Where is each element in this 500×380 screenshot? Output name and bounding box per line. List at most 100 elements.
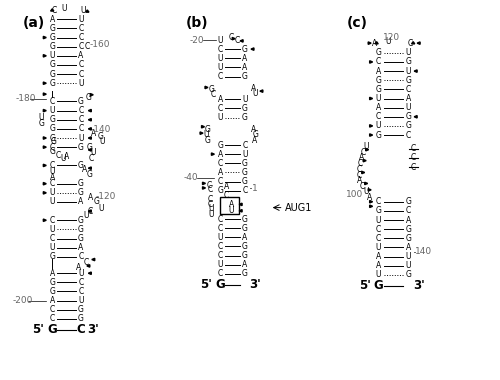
Text: U: U: [218, 63, 223, 72]
Text: G: G: [406, 270, 411, 279]
Polygon shape: [363, 159, 366, 162]
Text: U: U: [50, 106, 55, 115]
Text: A: A: [78, 243, 84, 252]
Text: A: A: [376, 66, 381, 76]
Text: U: U: [208, 204, 214, 212]
Text: G: G: [50, 79, 55, 88]
Text: G: G: [50, 133, 55, 142]
Text: U: U: [78, 269, 84, 278]
Text: A: A: [90, 129, 96, 138]
Text: -40: -40: [183, 173, 198, 182]
Text: C: C: [84, 42, 89, 51]
Text: C: C: [218, 242, 223, 251]
Text: G: G: [242, 177, 248, 186]
Text: C: C: [208, 195, 213, 204]
Text: G: G: [50, 60, 55, 70]
Text: C: C: [406, 131, 411, 139]
Text: A: A: [406, 243, 411, 252]
Text: U: U: [50, 188, 55, 197]
Polygon shape: [205, 86, 208, 89]
Text: U: U: [78, 296, 84, 305]
Text: C: C: [56, 151, 61, 160]
Polygon shape: [368, 42, 371, 44]
Text: G: G: [218, 186, 224, 195]
Text: A: A: [50, 15, 55, 24]
Text: U: U: [99, 136, 104, 146]
Text: C: C: [224, 191, 229, 200]
Text: G: G: [242, 251, 248, 260]
Text: A: A: [242, 63, 248, 72]
Polygon shape: [412, 42, 415, 44]
Text: -160: -160: [90, 40, 110, 49]
Text: U: U: [218, 233, 223, 242]
Text: G: G: [50, 42, 55, 51]
Polygon shape: [370, 205, 372, 207]
Text: A: A: [224, 182, 229, 191]
Polygon shape: [414, 116, 417, 118]
Text: C: C: [410, 144, 416, 153]
Text: C: C: [50, 305, 55, 314]
Text: A: A: [50, 296, 55, 305]
Text: G: G: [78, 188, 84, 197]
Text: C: C: [50, 97, 55, 106]
Text: A: A: [406, 215, 411, 225]
Text: A: A: [76, 263, 81, 272]
Text: G: G: [78, 142, 84, 152]
Text: U: U: [242, 150, 248, 159]
Polygon shape: [370, 97, 372, 100]
Text: A: A: [242, 260, 248, 269]
Text: G: G: [406, 234, 411, 243]
Text: U: U: [376, 94, 382, 103]
Text: G: G: [242, 72, 248, 81]
Text: U: U: [228, 206, 234, 215]
Text: C: C: [408, 40, 414, 48]
Text: C: C: [242, 186, 248, 195]
Text: C: C: [78, 24, 84, 33]
Text: C: C: [50, 161, 55, 170]
Text: C: C: [234, 36, 240, 45]
Text: 5': 5': [359, 279, 370, 292]
Text: (c): (c): [346, 16, 368, 30]
Text: A: A: [82, 166, 87, 174]
Text: C: C: [356, 165, 362, 174]
Text: U: U: [252, 89, 258, 98]
Text: -20: -20: [190, 36, 204, 44]
Text: A: A: [242, 54, 248, 63]
Text: 1: 1: [252, 184, 258, 193]
Text: U: U: [60, 154, 66, 163]
Polygon shape: [44, 182, 46, 185]
Text: G: G: [94, 198, 100, 206]
Polygon shape: [375, 42, 378, 44]
Text: C: C: [78, 33, 84, 42]
Text: G: G: [406, 76, 411, 85]
Text: C: C: [78, 115, 84, 124]
Text: G: G: [253, 130, 259, 139]
Text: U: U: [376, 243, 382, 252]
Text: C: C: [357, 159, 362, 168]
Text: A: A: [367, 193, 372, 202]
Polygon shape: [44, 146, 46, 149]
Text: C: C: [78, 124, 84, 133]
Text: G: G: [376, 206, 382, 215]
Bar: [220, 198, 239, 214]
Text: G: G: [242, 44, 248, 54]
Text: G: G: [50, 70, 55, 79]
Text: C: C: [50, 216, 55, 225]
Text: C: C: [361, 148, 366, 157]
Text: C: C: [218, 251, 223, 260]
Polygon shape: [87, 265, 90, 267]
Text: G: G: [98, 131, 103, 141]
Polygon shape: [44, 137, 46, 139]
Text: U: U: [98, 204, 103, 213]
Text: G: G: [205, 136, 211, 145]
Polygon shape: [364, 182, 368, 185]
Text: G: G: [50, 287, 55, 296]
Text: C: C: [50, 179, 55, 188]
Text: 3': 3': [249, 278, 261, 291]
Polygon shape: [417, 42, 420, 44]
Text: -120: -120: [96, 192, 116, 201]
Text: C: C: [218, 269, 223, 278]
Text: G: G: [208, 85, 214, 94]
Text: G: G: [376, 76, 382, 85]
Polygon shape: [370, 201, 372, 203]
